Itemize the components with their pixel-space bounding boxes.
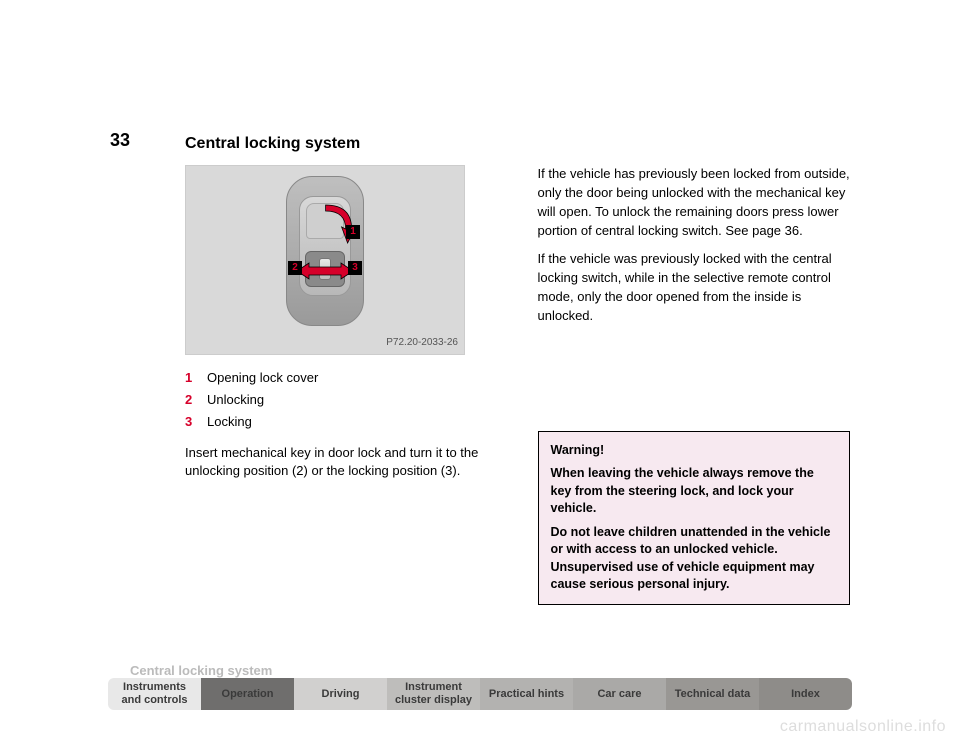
legend-num: 3	[185, 413, 197, 432]
legend: 1 Opening lock cover 2 Unlocking 3 Locki…	[185, 369, 498, 432]
watermark: carmanualsonline.info	[780, 718, 946, 736]
legend-text: Locking	[207, 413, 252, 432]
warning-box: Warning! When leaving the vehicle always…	[538, 431, 851, 605]
body-paragraph: Insert mechanical key in door lock and t…	[185, 444, 498, 482]
nav-tab-carcare[interactable]: Car care	[573, 678, 666, 710]
section-title-footer: Central locking system	[130, 663, 272, 678]
figure-panel: 1 2 3 P72.20-2033-26	[185, 165, 465, 355]
callout-1: 1	[346, 225, 360, 239]
nav-tab-index[interactable]: Index	[759, 678, 852, 710]
left-column: 1 2 3 P72.20-2033-26 1 Opening lock cove…	[185, 165, 498, 605]
body-paragraph: If the vehicle was previously locked wit…	[538, 250, 851, 325]
legend-num: 2	[185, 391, 197, 410]
content-columns: 1 2 3 P72.20-2033-26 1 Opening lock cove…	[185, 165, 850, 605]
body-paragraph: If the vehicle has previously been locke…	[538, 165, 851, 240]
nav-tab-instruments[interactable]: Instruments and controls	[108, 678, 201, 710]
warning-paragraph: When leaving the vehicle always remove t…	[551, 465, 838, 518]
page-number: 33	[110, 130, 130, 151]
legend-num: 1	[185, 369, 197, 388]
warning-paragraph: Do not leave children unattended in the …	[551, 524, 838, 594]
legend-text: Opening lock cover	[207, 369, 318, 388]
nav-tab-operation[interactable]: Operation	[201, 678, 294, 710]
switch-body: 1 2 3	[286, 176, 364, 326]
section-title: Central locking system	[185, 135, 360, 153]
callout-3: 3	[348, 261, 362, 275]
callout-2: 2	[288, 261, 302, 275]
nav-strip: Instruments and controls Operation Drivi…	[108, 678, 852, 710]
manual-page: 33 Central locking system	[0, 0, 960, 742]
figure-label: P72.20-2033-26	[386, 336, 458, 351]
nav-tab-driving[interactable]: Driving	[294, 678, 387, 710]
legend-row: 2 Unlocking	[185, 391, 498, 410]
right-column: If the vehicle has previously been locke…	[538, 165, 851, 605]
legend-row: 1 Opening lock cover	[185, 369, 498, 388]
two-way-arrow-icon	[297, 261, 353, 281]
warning-title: Warning!	[551, 442, 838, 460]
nav-tab-cluster[interactable]: Instrument cluster display	[387, 678, 480, 710]
nav-tab-hints[interactable]: Practical hints	[480, 678, 573, 710]
nav-tab-techdata[interactable]: Technical data	[666, 678, 759, 710]
legend-text: Unlocking	[207, 391, 264, 410]
switch-inner: 1 2 3	[299, 196, 351, 296]
legend-row: 3 Locking	[185, 413, 498, 432]
